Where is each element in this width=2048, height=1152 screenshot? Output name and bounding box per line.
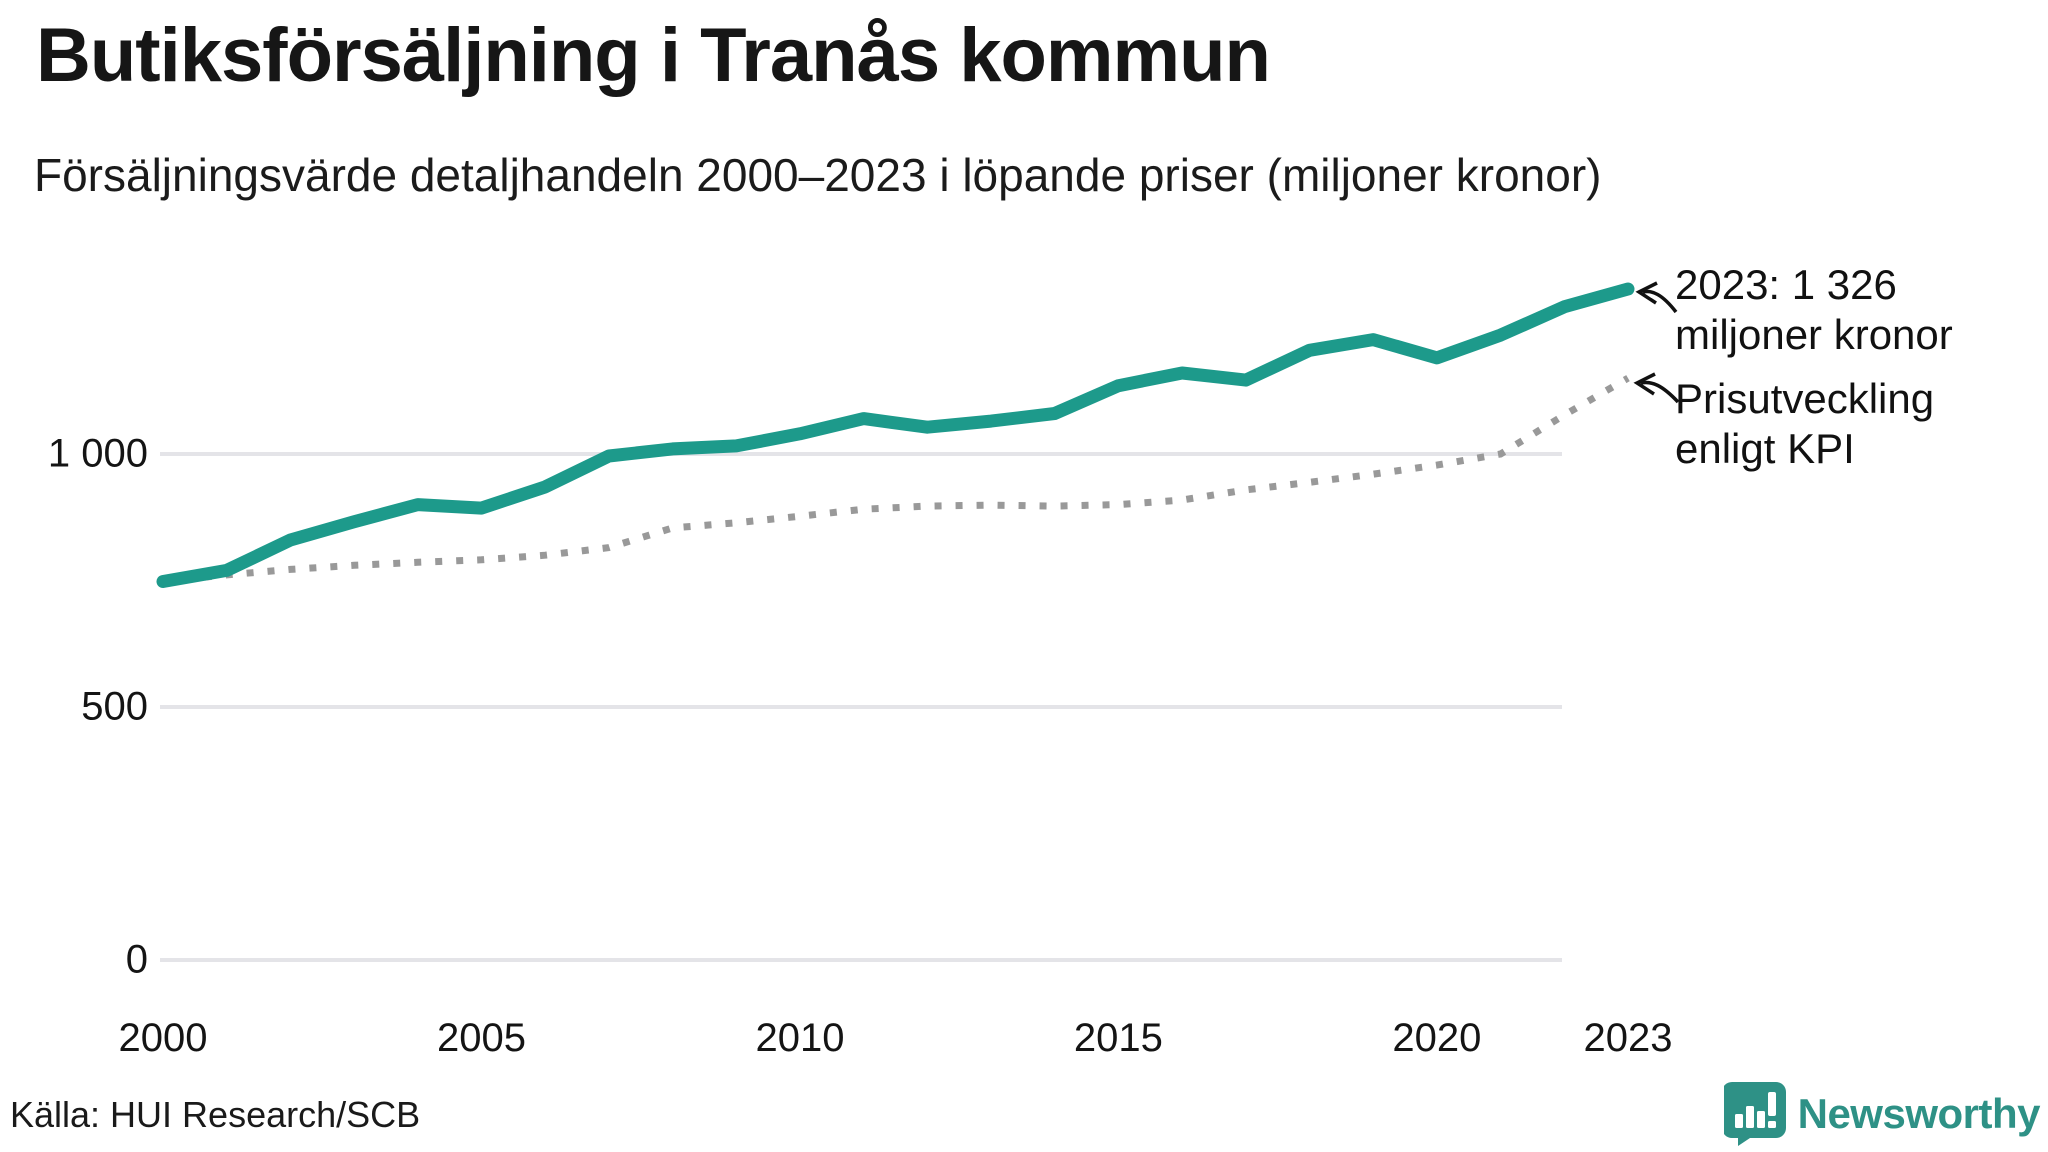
- annotation-line: 2023: 1 326: [1675, 261, 1897, 308]
- x-tick-label: 2000: [118, 1016, 208, 1060]
- x-tick-label: 2005: [436, 1016, 526, 1060]
- y-tick-label: 1 000: [47, 431, 148, 476]
- annotation-line: miljoner kronor: [1675, 311, 1953, 359]
- source-note: Källa: HUI Research/SCB: [10, 1094, 421, 1135]
- sales-line: [156, 282, 1635, 588]
- x-tick-label: 2015: [1073, 1016, 1163, 1060]
- annotation-sales-value: 2023: 1 326 miljoner kronor: [1675, 260, 1953, 361]
- newsworthy-wordmark: Newsworthy: [1797, 1090, 2041, 1137]
- annotation-arrow-kpi: [1633, 372, 1680, 404]
- kpi-dotted-line: [162, 375, 1630, 585]
- newsworthy-logo-icon: [1721, 1082, 1786, 1146]
- annotation-arrow-sales: [1635, 281, 1678, 314]
- annotation-line: enligt KPI: [1675, 425, 1855, 473]
- page-subtitle: Försäljningsvärde detaljhandeln 2000–202…: [34, 149, 1602, 201]
- gridlines: [160, 452, 1562, 962]
- annotation-line: Prisutveckling: [1675, 375, 1935, 422]
- x-tick-label: 2010: [755, 1016, 845, 1060]
- y-tick-label: 0: [125, 937, 148, 982]
- y-tick-label: 500: [81, 684, 148, 729]
- annotation-kpi-label: Prisutveckling enligt KPI: [1675, 374, 1934, 475]
- x-tick-label: 2023: [1583, 1016, 1673, 1060]
- page-title: Butiksförsäljning i Tranås kommun: [36, 13, 1271, 98]
- newsworthy-logo[interactable]: Newsworthy: [1721, 1082, 2041, 1146]
- x-tick-label: 2020: [1392, 1016, 1482, 1060]
